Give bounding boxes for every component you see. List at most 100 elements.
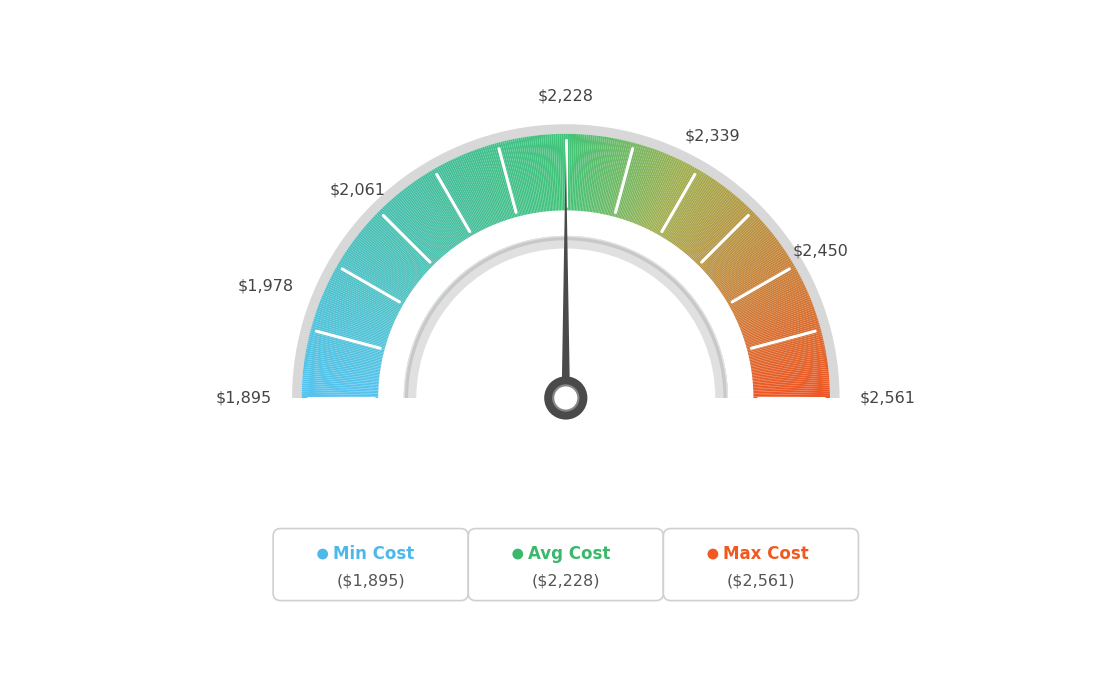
Wedge shape xyxy=(363,226,443,294)
Wedge shape xyxy=(577,135,586,237)
Wedge shape xyxy=(599,140,624,240)
Wedge shape xyxy=(437,166,488,257)
Wedge shape xyxy=(703,258,792,313)
Wedge shape xyxy=(381,208,453,282)
Wedge shape xyxy=(488,145,519,243)
Text: Max Cost: Max Cost xyxy=(723,545,809,563)
Wedge shape xyxy=(548,135,555,236)
Wedge shape xyxy=(543,135,553,237)
Wedge shape xyxy=(720,318,818,351)
Wedge shape xyxy=(362,228,442,295)
Wedge shape xyxy=(301,394,404,397)
Wedge shape xyxy=(684,219,761,289)
Wedge shape xyxy=(452,159,497,252)
Wedge shape xyxy=(662,186,724,268)
Wedge shape xyxy=(728,388,830,393)
Wedge shape xyxy=(728,386,830,392)
Wedge shape xyxy=(696,239,778,302)
Wedge shape xyxy=(720,315,817,348)
Wedge shape xyxy=(626,152,665,248)
Wedge shape xyxy=(482,147,516,244)
Wedge shape xyxy=(321,297,416,337)
Wedge shape xyxy=(357,235,438,299)
Wedge shape xyxy=(575,135,583,236)
Wedge shape xyxy=(404,236,728,398)
Wedge shape xyxy=(655,177,712,263)
Wedge shape xyxy=(354,238,437,301)
Wedge shape xyxy=(476,149,512,246)
Wedge shape xyxy=(448,161,495,253)
Wedge shape xyxy=(591,137,609,238)
Wedge shape xyxy=(718,306,815,343)
Wedge shape xyxy=(390,200,458,277)
Wedge shape xyxy=(691,230,771,295)
Wedge shape xyxy=(391,199,459,277)
Wedge shape xyxy=(594,138,613,239)
Wedge shape xyxy=(319,303,415,341)
Wedge shape xyxy=(726,363,828,377)
Wedge shape xyxy=(302,375,404,385)
Wedge shape xyxy=(379,210,753,398)
Wedge shape xyxy=(311,326,410,355)
Wedge shape xyxy=(611,144,641,243)
Wedge shape xyxy=(581,135,593,237)
Wedge shape xyxy=(480,148,514,245)
Wedge shape xyxy=(498,142,526,242)
Wedge shape xyxy=(468,152,508,247)
Wedge shape xyxy=(319,301,415,339)
Wedge shape xyxy=(417,178,476,264)
Wedge shape xyxy=(401,190,466,271)
Wedge shape xyxy=(619,149,656,246)
Wedge shape xyxy=(722,328,821,357)
Wedge shape xyxy=(531,136,545,237)
Wedge shape xyxy=(688,225,766,293)
Wedge shape xyxy=(502,141,528,241)
Wedge shape xyxy=(723,333,822,359)
Wedge shape xyxy=(315,315,412,348)
Wedge shape xyxy=(340,260,427,315)
Circle shape xyxy=(553,386,578,411)
Wedge shape xyxy=(692,233,773,297)
Polygon shape xyxy=(562,146,570,410)
Wedge shape xyxy=(578,135,588,237)
Wedge shape xyxy=(306,351,406,370)
Wedge shape xyxy=(360,231,440,297)
Wedge shape xyxy=(722,326,820,355)
Wedge shape xyxy=(726,369,829,382)
Wedge shape xyxy=(572,134,578,236)
Wedge shape xyxy=(369,220,446,290)
Wedge shape xyxy=(680,211,754,284)
Wedge shape xyxy=(705,264,794,317)
Wedge shape xyxy=(582,135,595,237)
Wedge shape xyxy=(728,371,829,383)
Text: $2,061: $2,061 xyxy=(329,183,385,198)
Wedge shape xyxy=(293,398,839,672)
Wedge shape xyxy=(351,243,435,304)
Wedge shape xyxy=(350,244,434,305)
Wedge shape xyxy=(529,136,544,237)
Wedge shape xyxy=(615,146,647,244)
Wedge shape xyxy=(661,184,723,268)
Wedge shape xyxy=(604,141,629,241)
Wedge shape xyxy=(397,193,464,273)
Wedge shape xyxy=(396,195,463,274)
Wedge shape xyxy=(424,174,480,261)
Wedge shape xyxy=(335,269,424,320)
Wedge shape xyxy=(724,342,825,365)
Wedge shape xyxy=(708,269,797,320)
Wedge shape xyxy=(725,346,826,368)
Wedge shape xyxy=(728,382,829,389)
Wedge shape xyxy=(359,233,439,297)
Wedge shape xyxy=(667,192,733,273)
Wedge shape xyxy=(435,168,487,257)
Wedge shape xyxy=(711,280,803,326)
Text: ($2,228): ($2,228) xyxy=(531,573,601,589)
Wedge shape xyxy=(405,237,726,398)
Wedge shape xyxy=(388,201,458,278)
Wedge shape xyxy=(304,367,405,380)
Wedge shape xyxy=(467,152,506,248)
Wedge shape xyxy=(541,135,552,237)
Wedge shape xyxy=(646,168,699,258)
Wedge shape xyxy=(454,158,498,251)
Wedge shape xyxy=(301,390,404,394)
